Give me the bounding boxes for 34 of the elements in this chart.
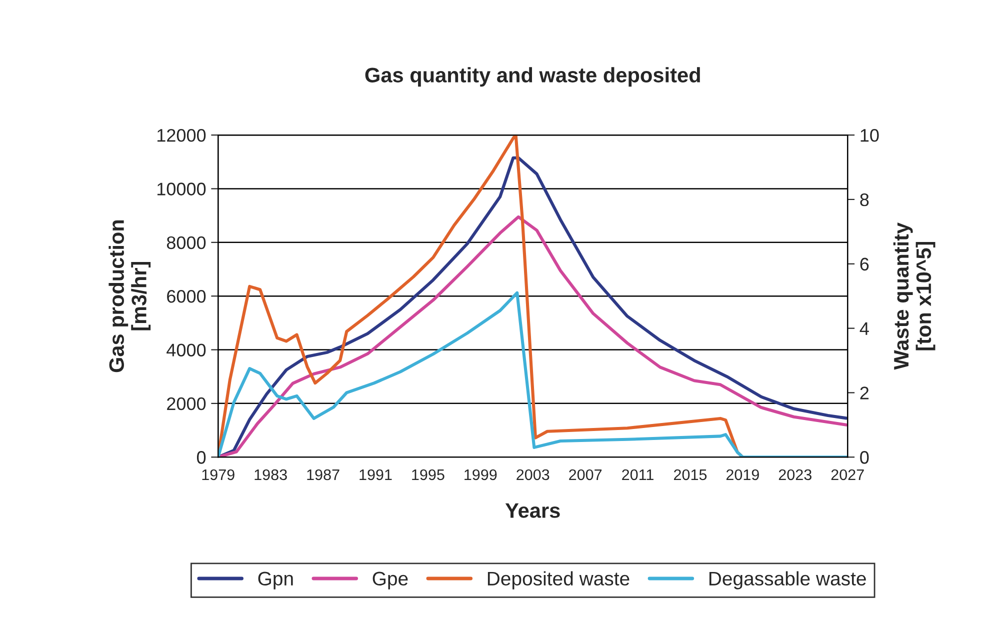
- y2-tick-label: 2: [860, 386, 869, 400]
- y-tick-label: 2000: [167, 397, 206, 410]
- x-tick-label: 1999: [464, 469, 497, 480]
- x-tick-label: 2003: [516, 469, 550, 480]
- x-tick-label: 2023: [778, 469, 812, 480]
- x-tick-label: 1995: [412, 469, 444, 480]
- chart-title: Gas quantity and waste deposited: [365, 67, 700, 87]
- legend-label: Gpn: [258, 572, 293, 590]
- y2-tick-label: 8: [860, 193, 869, 206]
- y-tick-label: 0: [196, 451, 206, 464]
- y-tick-label: 12000: [157, 128, 206, 142]
- y-tick-label: 10000: [157, 182, 206, 196]
- x-tick-label: 2011: [622, 469, 654, 480]
- y-tick-label: 8000: [166, 236, 206, 250]
- x-axis-title: Years: [505, 503, 560, 518]
- x-tick-label: 2007: [569, 469, 602, 480]
- y2-axis-title: Waste quantity [ton x10^5]: [893, 222, 936, 370]
- y2-tick-label: 10: [860, 128, 879, 142]
- x-tick-label: 1983: [254, 469, 287, 480]
- legend-label: Degassable waste: [709, 571, 866, 590]
- x-tick-label: 1979: [202, 469, 234, 480]
- x-tick-label: 2015: [674, 469, 707, 480]
- y-axis-title: Gas production [m3/hr]: [108, 220, 151, 372]
- x-tick-label: 1991: [360, 469, 392, 480]
- y2-tick-label: 0: [860, 451, 869, 464]
- y2-tick-label: 6: [860, 258, 869, 271]
- y-tick-label: 4000: [166, 344, 206, 356]
- x-tick-label: 2027: [831, 469, 864, 480]
- x-tick-label: 1987: [307, 469, 340, 480]
- y-tick-label: 6000: [167, 290, 206, 303]
- x-tick-label: 2019: [726, 469, 759, 480]
- legend-label: Deposited waste: [488, 571, 630, 590]
- legend-label: Gpe: [372, 572, 408, 590]
- y2-tick-label: 4: [860, 322, 869, 335]
